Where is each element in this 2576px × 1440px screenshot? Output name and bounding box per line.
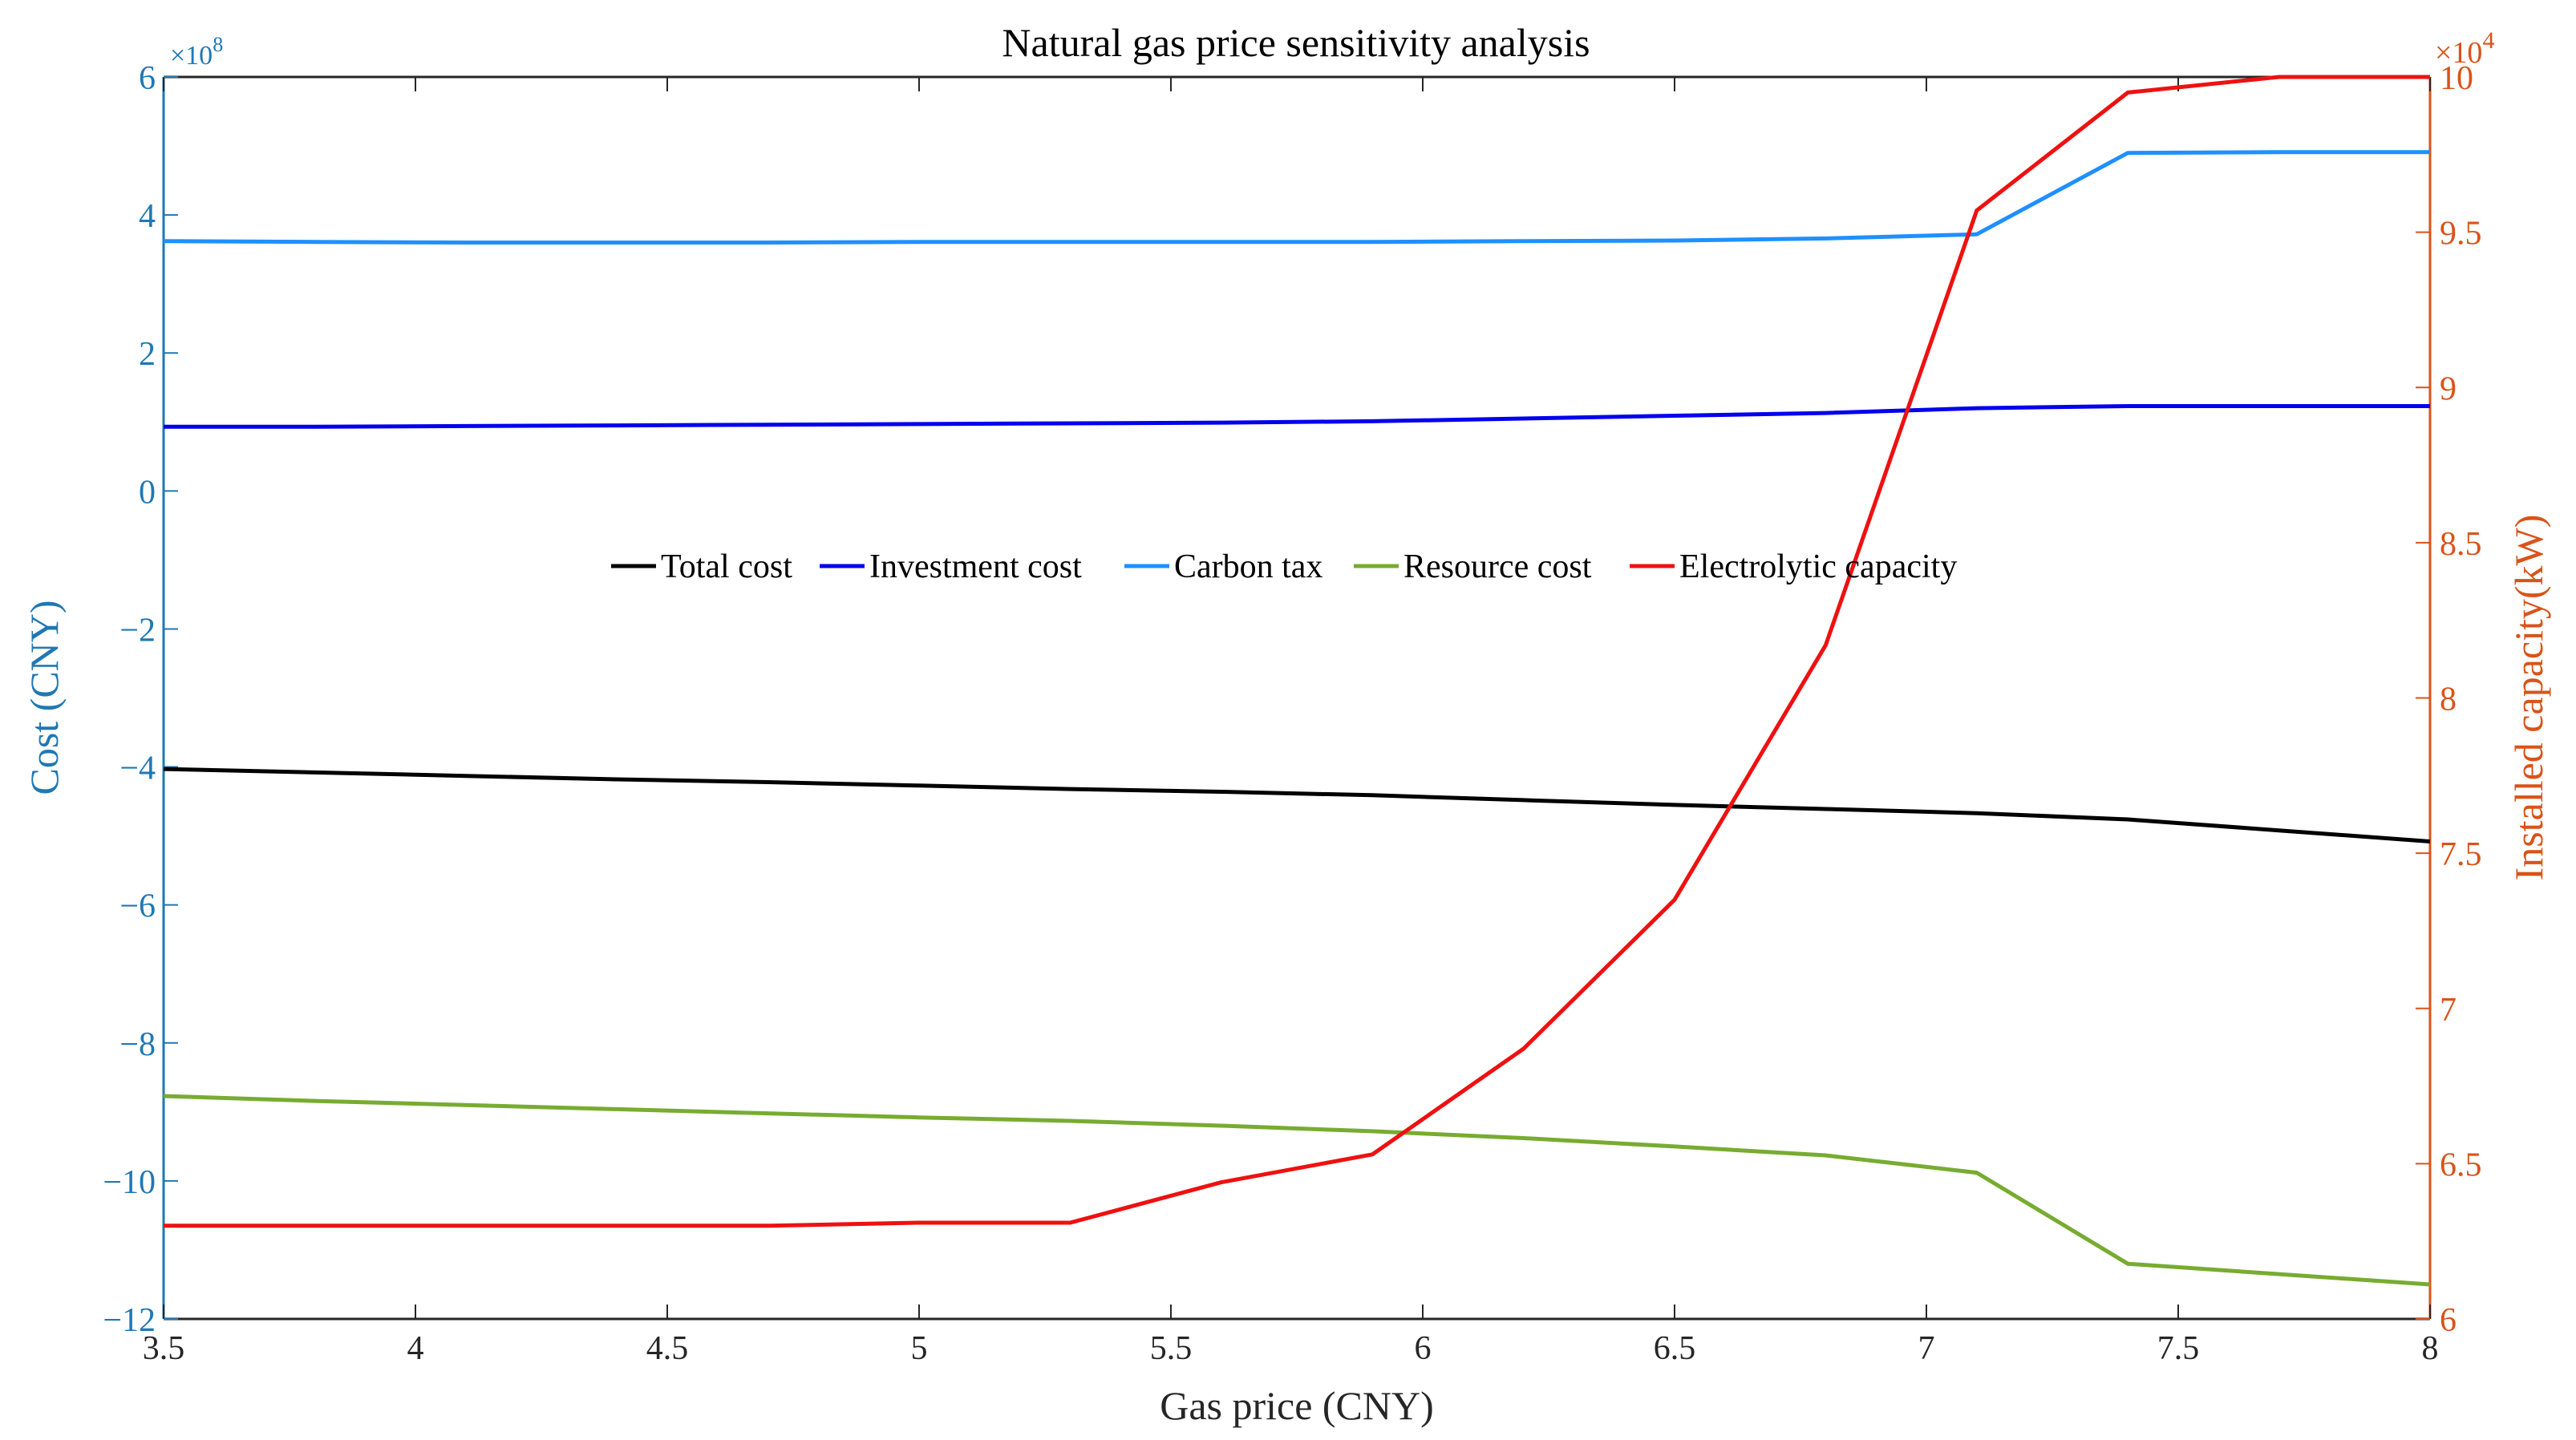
y-left-tick-label: 2: [139, 336, 156, 373]
chart-title: Natural gas price sensitivity analysis: [1002, 20, 1590, 65]
series-line-total-cost: [163, 767, 2431, 843]
x-tick-label: 5: [911, 1330, 928, 1367]
y-left-tick-label: −12: [103, 1302, 156, 1339]
x-tick-label: 4: [407, 1330, 424, 1367]
y-left-tick-label: −10: [103, 1164, 156, 1201]
y-left-tick-label: −2: [119, 612, 156, 649]
x-tick-label: 3.5: [143, 1330, 185, 1367]
y-right-tick-label: 7.5: [2440, 836, 2482, 873]
legend: Total cost Investment cost Carbon tax Resou…: [611, 548, 1957, 585]
x-tick-label: 7.5: [2157, 1330, 2200, 1367]
y-left-tick-label: −8: [119, 1026, 156, 1063]
y-right-tick-label: 7: [2440, 992, 2457, 1029]
y-left-exponent-power: 8: [213, 33, 223, 56]
legend-label-investment-cost: Investment cost: [869, 548, 1082, 585]
y-right-tick-label: 6: [2440, 1302, 2457, 1339]
legend-label-total-cost: Total cost: [661, 548, 792, 585]
y-right-tick-label: 8.5: [2440, 526, 2482, 563]
series-line-resource-cost: [163, 1094, 2431, 1287]
y-axis-left-ticks: 6 4 2 0 −2 −4 −6 −8 −10 −12: [103, 60, 178, 1339]
y-left-tick-label: 0: [139, 474, 156, 511]
x-tick-label: 6.5: [1654, 1330, 1696, 1367]
x-tick-label: 4.5: [646, 1330, 689, 1367]
x-axis-label: Gas price (CNY): [1160, 1383, 1434, 1428]
series-line-electrolytic-capacity: [164, 75, 2430, 1228]
y-right-exponent-base: ×10: [2435, 36, 2482, 70]
y-right-tick-label: 9.5: [2440, 216, 2482, 253]
y-axis-right-label: Installed capacity(kW): [2506, 515, 2551, 881]
y-right-exponent: ×104: [2435, 27, 2494, 70]
y-right-tick-label: 9: [2440, 370, 2457, 407]
x-tick-label: 8: [2422, 1330, 2439, 1367]
y-left-tick-label: −6: [119, 888, 156, 925]
y-axis-left-label: Cost (CNY): [22, 600, 67, 795]
y-left-tick-label: 4: [139, 198, 156, 235]
y-right-tick-label: 8: [2440, 682, 2457, 718]
y-left-exponent: ×108: [170, 33, 223, 71]
y-left-exponent-base: ×10: [170, 41, 213, 71]
x-tick-label: 6: [1415, 1330, 1432, 1367]
y-axis-right-ticks: 10 9.5 9 8.5 8 7.5 7 6.5 6: [2416, 60, 2482, 1339]
x-tick-label: 5.5: [1150, 1330, 1193, 1367]
x-tick-label: 7: [1918, 1330, 1935, 1367]
y-left-tick-label: −4: [119, 750, 156, 787]
legend-label-carbon-tax: Carbon tax: [1174, 548, 1322, 585]
legend-label-resource-cost: Resource cost: [1403, 548, 1592, 585]
y-right-tick-label: 6.5: [2440, 1147, 2482, 1183]
legend-label-electrolytic-capacity: Electrolytic capacity: [1679, 548, 1957, 585]
y-left-tick-label: 6: [139, 60, 156, 97]
series-line-investment-cost: [164, 404, 2430, 429]
x-axis-ticks: 3.5 4 4.5 5 5.5 6 6.5 7 7.5 8: [143, 77, 2439, 1367]
y-right-exponent-power: 4: [2482, 27, 2494, 54]
series-line-carbon-tax: [163, 150, 2430, 245]
y-right-tick-label: 10: [2440, 60, 2473, 97]
series-lines: [163, 75, 2431, 1287]
